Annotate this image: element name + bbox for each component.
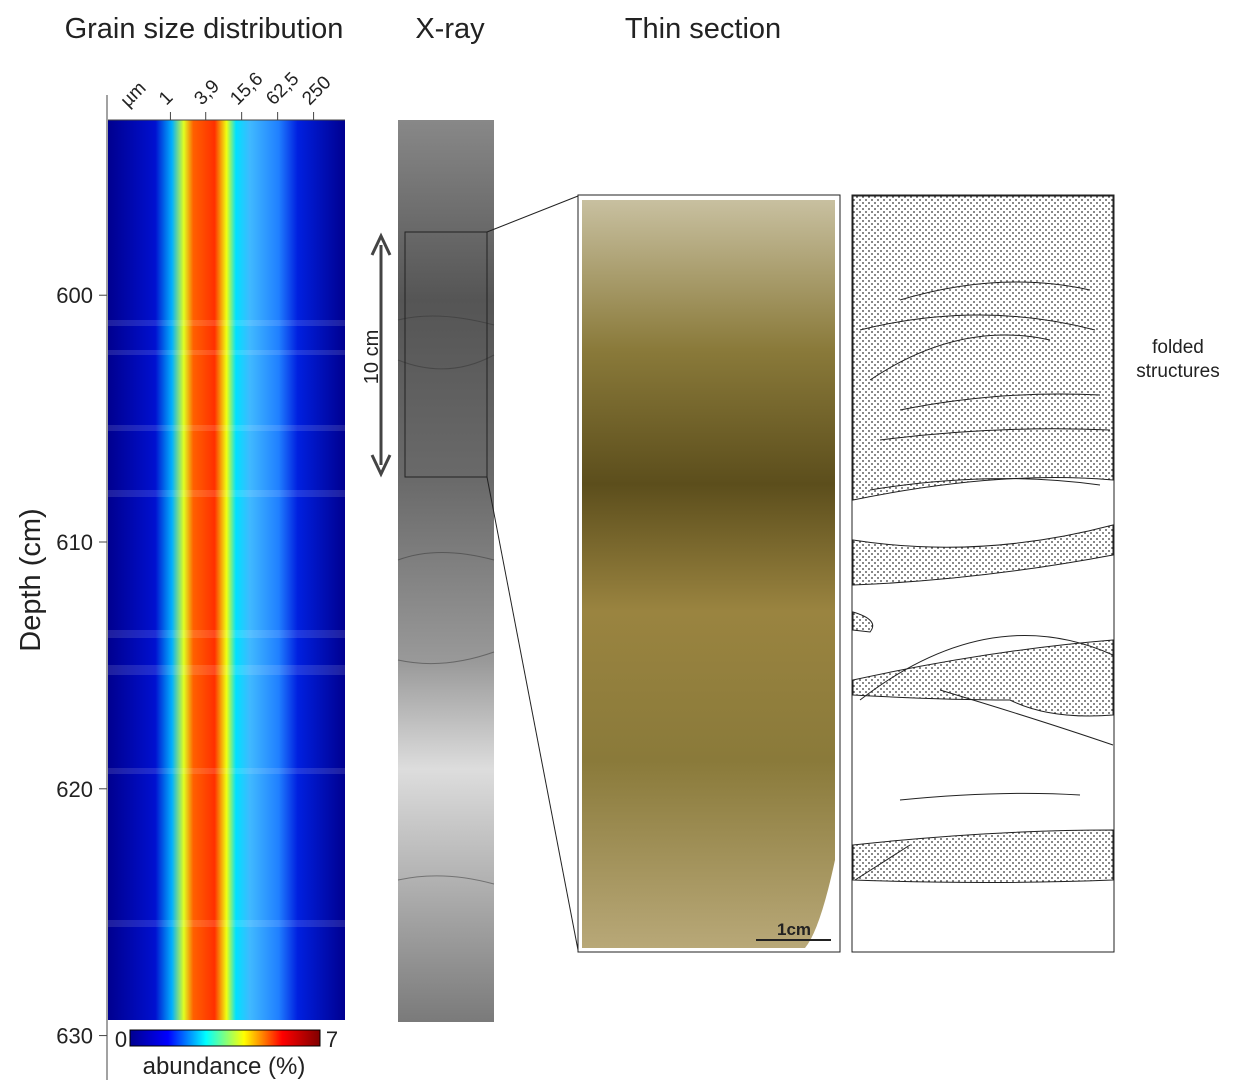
y-tick-label: 610	[56, 530, 93, 555]
x-tick-label: 250	[298, 72, 335, 109]
panel-title: X-ray	[415, 13, 485, 45]
x-tick-label: 1	[155, 87, 177, 109]
xray-layers	[397, 315, 495, 885]
scale-label: 1cm	[777, 920, 811, 939]
y-tick-label: 630	[56, 1024, 93, 1049]
heatmap-banding	[108, 320, 345, 927]
scale-arrow	[370, 232, 392, 478]
colorbar-min: 0	[115, 1027, 127, 1052]
x-axis-unit: µm	[117, 78, 151, 112]
xray-image	[398, 120, 494, 1022]
zoom-box	[404, 231, 488, 478]
zoom-line	[486, 476, 579, 951]
x-tick-label: 15,6	[226, 69, 267, 110]
annotation: folded structures	[1136, 337, 1219, 382]
y-tick-label: 600	[56, 283, 93, 308]
colorbar-scale	[129, 1029, 321, 1047]
zoom-line	[486, 195, 579, 233]
thin-section-image	[582, 200, 835, 948]
heatmap-image	[108, 120, 345, 1020]
panel-title: Thin section	[625, 13, 781, 45]
panel-title: Grain size distribution	[65, 13, 344, 45]
y-axis-title: Depth (cm)	[15, 508, 47, 651]
y-tick-label: 620	[56, 777, 93, 802]
x-tick-label: 62,5	[262, 69, 303, 110]
colorbar-max: 7	[326, 1027, 338, 1052]
x-tick-label: 3,9	[190, 76, 224, 110]
sketch-lines	[854, 281, 1114, 881]
sketch-drawing	[852, 195, 1114, 883]
heatmap	[108, 120, 345, 1020]
colorbar: 0 7 abundance (%)	[115, 1027, 338, 1080]
scale-label: 10 cm	[361, 330, 383, 384]
colorbar-label: abundance (%)	[143, 1053, 306, 1080]
